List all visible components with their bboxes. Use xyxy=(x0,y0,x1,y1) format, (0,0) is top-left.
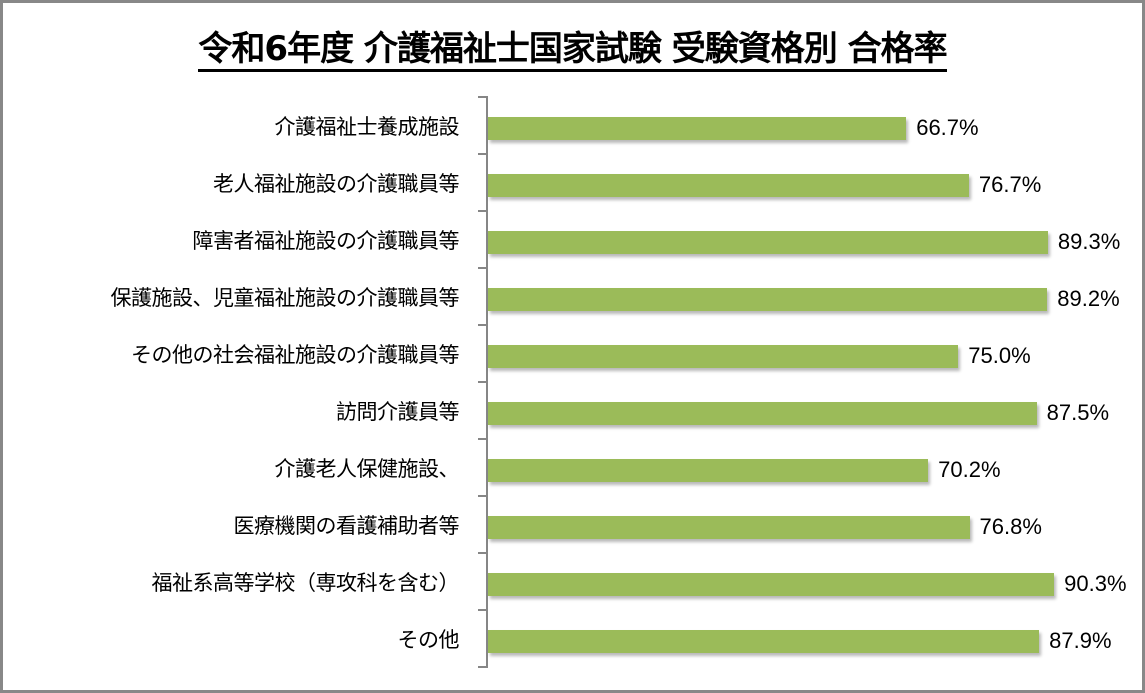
data-label: 90.3% xyxy=(1064,571,1127,596)
category-label: 老人福祉施設の介護職員等 xyxy=(213,172,460,196)
axis-tick xyxy=(478,552,488,554)
chart-title: 令和6年度 介護福祉士国家試験 受験資格別 合格率 xyxy=(3,25,1142,73)
bar xyxy=(488,516,970,539)
data-label: 87.9% xyxy=(1049,628,1112,653)
axis-tick xyxy=(478,438,488,440)
bar xyxy=(488,630,1040,653)
bar-row: 福祉系高等学校（専攻科を含む） 90.3% xyxy=(3,555,1142,612)
category-label: 福祉系高等学校（専攻科を含む） xyxy=(151,571,460,595)
bar-row: その他 87.9% xyxy=(3,612,1142,669)
axis-tick xyxy=(478,609,488,611)
data-label: 75.0% xyxy=(968,343,1031,368)
data-label: 89.3% xyxy=(1057,229,1121,254)
bar xyxy=(488,402,1037,425)
bar-row: 訪問介護員等 87.5% xyxy=(3,384,1142,441)
axis-tick xyxy=(478,96,488,98)
axis-tick xyxy=(478,210,488,212)
axis-tick xyxy=(478,666,488,668)
bar xyxy=(488,174,969,197)
chart-title-text: 令和6年度 介護福祉士国家試験 受験資格別 合格率 xyxy=(198,29,948,72)
bar-row: 医療機関の看護補助者等 76.8% xyxy=(3,498,1142,555)
bar-row: 介護老人保健施設、 70.2% xyxy=(3,441,1142,498)
bar xyxy=(488,117,907,140)
bar xyxy=(488,459,929,482)
axis-tick xyxy=(478,381,488,383)
bar-row: 介護福祉士養成施設 66.7% xyxy=(3,99,1142,156)
data-label: 76.8% xyxy=(979,514,1042,539)
category-label: その他 xyxy=(397,628,460,652)
data-label: 89.2% xyxy=(1057,286,1120,311)
bar-row: 老人福祉施設の介護職員等 76.7% xyxy=(3,156,1142,213)
axis-tick xyxy=(478,153,488,155)
axis-tick xyxy=(478,267,488,269)
category-label: 介護老人保健施設、 xyxy=(274,457,460,481)
bar-row: 障害者福祉施設の介護職員等 89.3% xyxy=(3,213,1142,270)
data-label: 66.7% xyxy=(916,115,979,140)
bar-row: その他の社会福祉施設の介護職員等 75.0% xyxy=(3,327,1142,384)
bar xyxy=(488,288,1048,311)
data-label: 87.5% xyxy=(1046,400,1110,425)
category-label: 保護施設、児童福祉施設の介護職員等 xyxy=(110,286,460,310)
category-label: 医療機関の看護補助者等 xyxy=(233,514,460,538)
data-label: 70.2% xyxy=(938,457,1001,482)
bar xyxy=(488,573,1055,596)
axis-tick xyxy=(478,324,488,326)
axis-tick xyxy=(478,495,488,497)
data-label: 76.7% xyxy=(978,172,1042,197)
category-label: 介護福祉士養成施設 xyxy=(274,115,460,139)
category-label: その他の社会福祉施設の介護職員等 xyxy=(131,343,460,367)
bar xyxy=(488,345,959,368)
category-label: 障害者福祉施設の介護職員等 xyxy=(192,229,460,253)
category-label: 訪問介護員等 xyxy=(336,400,460,424)
bar-row: 保護施設、児童福祉施設の介護職員等 89.2% xyxy=(3,270,1142,327)
bar xyxy=(488,231,1048,254)
